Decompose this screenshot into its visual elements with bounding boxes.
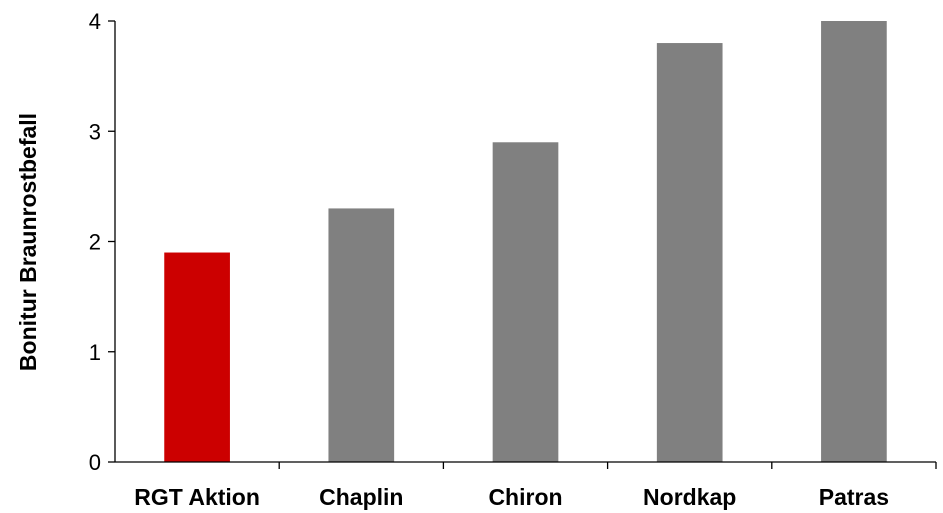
x-category-label-1: RGT Aktion	[134, 484, 260, 510]
bars	[164, 21, 887, 463]
y-axis: 0 1 2 3 4	[89, 9, 116, 475]
x-axis: RGT Aktion Chaplin Chiron Nordkap Patras	[115, 461, 937, 510]
x-category-label-5: Patras	[819, 484, 889, 510]
bar-3	[492, 142, 559, 462]
bar-1	[164, 252, 230, 462]
y-axis-title: Bonitur Braunrostbefall	[15, 113, 41, 371]
x-category-label-3: Chiron	[488, 484, 562, 510]
bar-4	[656, 43, 723, 463]
y-tick-label-4: 4	[89, 9, 101, 34]
y-tick-label-2: 2	[89, 230, 101, 255]
y-tick-label-1: 1	[89, 340, 101, 365]
bar-2	[328, 208, 395, 462]
x-category-label-2: Chaplin	[319, 484, 403, 510]
y-tick-label-3: 3	[89, 119, 101, 144]
x-category-label-4: Nordkap	[643, 484, 736, 510]
y-tick-label-0: 0	[89, 450, 101, 475]
bar-5	[821, 21, 887, 462]
